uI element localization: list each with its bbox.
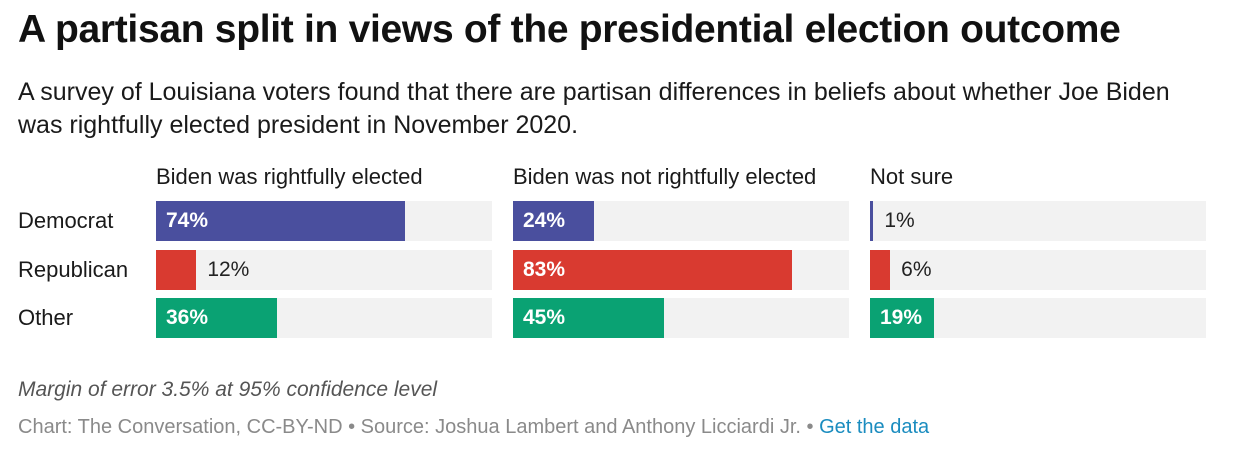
column-header-not-sure: Not sure <box>870 164 954 189</box>
data-label-republican-biden-was-rightfully-elected: 12% <box>207 258 250 281</box>
bar-other-biden-was-not-rightfully-elected <box>513 298 665 338</box>
bar-other-not-sure <box>870 298 934 338</box>
data-label-republican-biden-was-not-rightfully-elected: 83% <box>523 258 566 281</box>
chart-title: A partisan split in views of the preside… <box>18 8 1121 51</box>
data-label-democrat-biden-was-not-rightfully-elected: 24% <box>523 209 566 232</box>
data-label-other-biden-was-rightfully-elected: 36% <box>166 306 209 329</box>
column-header-biden-was-rightfully-elected: Biden was rightfully elected <box>156 164 423 189</box>
data-label-other-not-sure: 19% <box>880 306 923 329</box>
bar-republican-biden-was-rightfully-elected <box>156 250 197 290</box>
row-label-republican: Republican <box>18 257 129 282</box>
bar-track-republican-not-sure: 6% <box>870 250 1206 290</box>
bar-track-republican-biden-was-rightfully-elected: 12% <box>156 250 492 290</box>
bar-democrat-biden-was-not-rightfully-elected <box>513 201 594 241</box>
chart-subtitle: A survey of Louisiana voters found that … <box>18 78 1170 139</box>
bar-track-democrat-not-sure: 1% <box>870 201 1206 241</box>
bar-track-other-biden-was-not-rightfully-elected: 45% <box>513 298 849 338</box>
data-label-other-biden-was-not-rightfully-elected: 45% <box>523 306 566 329</box>
bar-track-republican-biden-was-not-rightfully-elected: 83% <box>513 250 849 290</box>
data-label-democrat-not-sure: 1% <box>884 209 915 232</box>
column-header-biden-was-not-rightfully-elected: Biden was not rightfully elected <box>513 164 817 189</box>
get-the-data-link[interactable]: Get the data <box>819 416 930 438</box>
bar-other-biden-was-rightfully-elected <box>156 298 277 338</box>
data-label-democrat-biden-was-rightfully-elected: 74% <box>166 209 209 232</box>
chart-credits: Chart: The Conversation, CC-BY-ND • Sour… <box>18 416 929 439</box>
row-label-other: Other <box>18 305 74 330</box>
margin-of-error-note: Margin of error 3.5% at 95% confidence l… <box>18 378 438 401</box>
bar-track-other-biden-was-rightfully-elected: 36% <box>156 298 492 338</box>
row-label-democrat: Democrat <box>18 208 114 233</box>
credit-text: Chart: The Conversation, CC-BY-ND • Sour… <box>18 416 820 438</box>
bar-track-democrat-biden-was-not-rightfully-elected: 24% <box>513 201 849 241</box>
bar-republican-not-sure <box>870 250 891 290</box>
bar-democrat-biden-was-rightfully-elected <box>156 201 405 241</box>
bar-republican-biden-was-not-rightfully-elected <box>513 250 792 290</box>
data-label-republican-not-sure: 6% <box>901 258 932 281</box>
bar-track-democrat-biden-was-rightfully-elected: 74% <box>156 201 492 241</box>
bar-democrat-not-sure <box>870 201 874 241</box>
bar-track-other-not-sure: 19% <box>870 298 1206 338</box>
